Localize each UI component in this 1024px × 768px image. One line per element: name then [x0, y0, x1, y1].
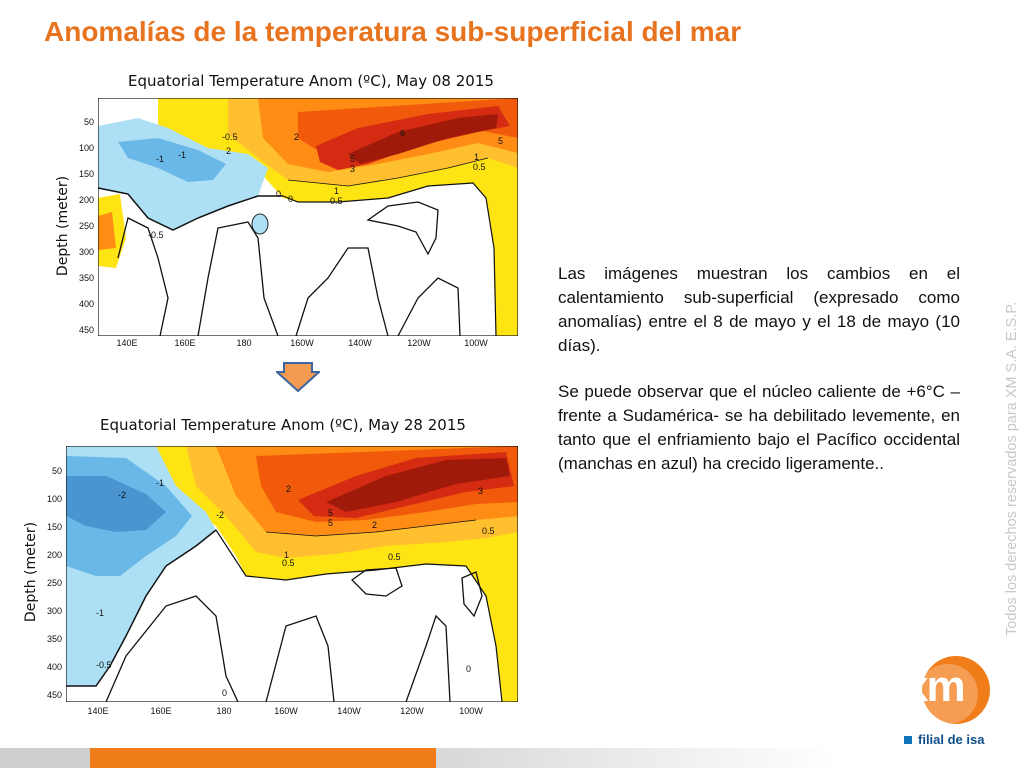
- x-tick-label: 180: [236, 338, 252, 348]
- x-tick-label: 100W: [459, 706, 483, 716]
- contour-label: 2: [286, 484, 291, 494]
- x-tick-label: 140W: [348, 338, 372, 348]
- logo-square-icon: [904, 736, 912, 744]
- contour-label: 3: [478, 486, 483, 496]
- footer-bar-grey-right: [436, 748, 836, 768]
- contour-label: -0.5: [222, 132, 238, 142]
- description-paragraph-2: Se puede observar que el núcleo caliente…: [558, 382, 960, 473]
- x-tick-label: 140W: [337, 706, 361, 716]
- y-tick-label: 100: [78, 143, 94, 153]
- x-tick-label: 160W: [290, 338, 314, 348]
- contour-label: 6: [400, 128, 405, 138]
- y-tick-label: 200: [78, 195, 94, 205]
- y-tick-label: 400: [46, 662, 62, 672]
- slide-title: Anomalías de la temperatura sub-superfic…: [44, 16, 742, 47]
- x-tick-label: 160E: [174, 338, 196, 348]
- y-tick-label: 250: [46, 578, 62, 588]
- y-tick-label: 350: [46, 634, 62, 644]
- copyright-note: Todos los derechos reservados para XM S.…: [1004, 301, 1020, 636]
- y-tick-label: 200: [46, 550, 62, 560]
- contour-label: 2: [372, 520, 377, 530]
- plot-may-08: Equatorial Temperature Anom (ºC), May 08…: [44, 68, 524, 358]
- contour-label: -2: [216, 510, 224, 520]
- footer-bar-grey: [0, 748, 90, 768]
- contour-label: 5: [350, 154, 355, 164]
- logo-subtitle: filial de isa: [918, 732, 985, 747]
- y-tick-label: 100: [46, 494, 62, 504]
- contour-label: -1: [156, 154, 164, 164]
- contour-label: 0: [288, 194, 293, 204]
- logo-text: xm: [904, 662, 966, 711]
- contour-label: -0.5: [148, 230, 164, 240]
- contour-label: 0.5: [482, 526, 495, 536]
- contour-label: 5: [328, 508, 333, 518]
- contour-label: -1: [96, 608, 104, 618]
- x-tick-label: 120W: [407, 338, 431, 348]
- contour-label: 0.5: [388, 552, 401, 562]
- x-tick-label: 140E: [116, 338, 138, 348]
- x-tick-label: 140E: [87, 706, 109, 716]
- y-tick-label: 400: [78, 299, 94, 309]
- contour-label: 5: [328, 518, 333, 528]
- y-axis-label: Depth (meter): [23, 521, 39, 623]
- plot-title: Equatorial Temperature Anom (ºC), May 28…: [100, 416, 466, 434]
- contour-label: 0.5: [282, 558, 295, 568]
- contour-label: 1: [474, 152, 479, 162]
- contour-label: -1: [178, 150, 186, 160]
- x-tick-label: 160W: [274, 706, 298, 716]
- x-tick-label: 180: [216, 706, 232, 716]
- y-tick-label: 300: [78, 247, 94, 257]
- y-tick-label: 250: [78, 221, 94, 231]
- contour-label: 0.5: [473, 162, 486, 172]
- contour-plot: -2 -2 -1 -1 -0.5 0.5 0.5 0 0 1 2 2 3 5 5…: [66, 446, 518, 702]
- plot-title: Equatorial Temperature Anom (ºC), May 08…: [128, 72, 494, 90]
- contour-label: 2: [294, 132, 299, 142]
- y-tick-label: 300: [46, 606, 62, 616]
- plot-may-28: Equatorial Temperature Anom (ºC), May 28…: [14, 410, 524, 730]
- contour-label: 2: [226, 146, 231, 156]
- contour-label: 0: [466, 664, 471, 674]
- contour-label: 3: [350, 164, 355, 174]
- x-tick-label: 160E: [150, 706, 172, 716]
- y-tick-label: 50: [83, 117, 94, 127]
- down-arrow-icon: [276, 362, 320, 392]
- contour-label: 0: [222, 688, 227, 698]
- contour-label: 1: [334, 186, 339, 196]
- description-paragraph-1: Las imágenes muestran los cambios en el …: [558, 264, 960, 355]
- y-tick-label: 450: [78, 325, 94, 335]
- contour-label: -0.5: [96, 660, 112, 670]
- x-tick-label: 120W: [400, 706, 424, 716]
- y-axis-label: Depth (meter): [55, 175, 71, 277]
- contour-label: 5: [498, 136, 503, 146]
- xm-logo: xm filial de isa: [898, 654, 998, 750]
- y-tick-label: 450: [46, 690, 62, 700]
- contour-label: -1: [156, 478, 164, 488]
- y-tick-label: 150: [78, 169, 94, 179]
- logo-swoosh-icon: [918, 656, 990, 724]
- contour-label: -2: [118, 490, 126, 500]
- contour-label: 0.5: [330, 196, 343, 206]
- footer-bar-orange: [90, 748, 436, 768]
- y-tick-label: 50: [51, 466, 62, 476]
- contour-label: 1: [284, 550, 289, 560]
- y-tick-label: 150: [46, 522, 62, 532]
- x-tick-label: 100W: [464, 338, 488, 348]
- contour-plot: -1 -1 -0.5 -0.5 0.5 0.5 0 0 1 1 2 2 3 5 …: [98, 98, 518, 336]
- contour-label: 0: [276, 189, 281, 199]
- y-tick-label: 350: [78, 273, 94, 283]
